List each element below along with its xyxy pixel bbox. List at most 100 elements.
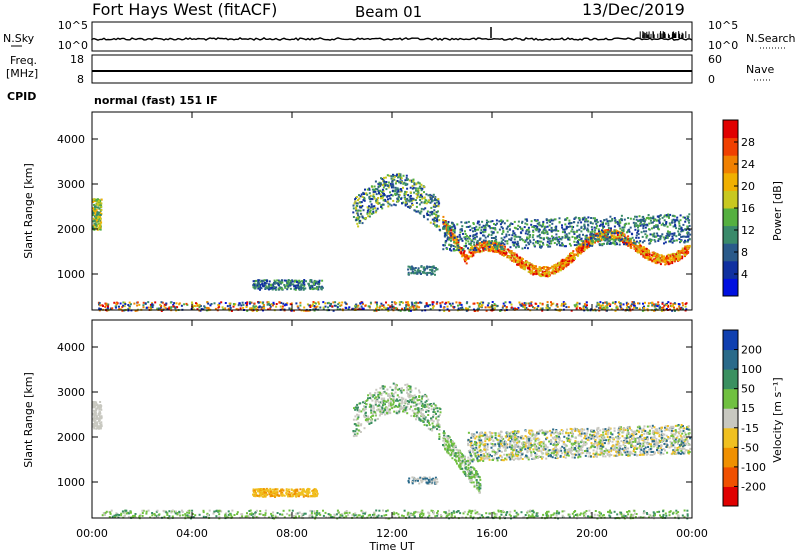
- heatmap-cell: [481, 221, 483, 223]
- heatmap-cell: [684, 254, 686, 256]
- heatmap-cell: [434, 217, 436, 219]
- heatmap-cell: [107, 306, 109, 308]
- heatmap-cell: [559, 244, 561, 246]
- heatmap-cell: [524, 223, 526, 225]
- heatmap-cell: [527, 265, 529, 267]
- heatmap-cell: [671, 235, 673, 237]
- heatmap-cell: [653, 253, 655, 255]
- nsky-tick-bottom: 10^0: [58, 39, 88, 52]
- heatmap-cell: [457, 243, 459, 245]
- heatmap-cell: [115, 303, 117, 305]
- heatmap-cell: [652, 222, 654, 224]
- heatmap-cell: [459, 302, 461, 304]
- heatmap-cell: [517, 225, 519, 227]
- heatmap-cell: [633, 510, 635, 512]
- heatmap-cell: [99, 223, 101, 225]
- heatmap-cell: [562, 237, 564, 239]
- heatmap-cell: [100, 405, 102, 407]
- heatmap-cell: [368, 205, 370, 207]
- heatmap-cell: [540, 241, 542, 243]
- heatmap-cell: [281, 282, 283, 284]
- heatmap-cell: [287, 281, 289, 283]
- heatmap-cell: [437, 198, 439, 200]
- heatmap-cell: [419, 272, 421, 274]
- heatmap-cell: [392, 181, 394, 183]
- heatmap-cell: [561, 267, 563, 269]
- heatmap-cell: [670, 303, 672, 305]
- heatmap-cell: [556, 305, 558, 307]
- heatmap-cell: [410, 268, 412, 270]
- heatmap-cell: [615, 301, 617, 303]
- heatmap-cell: [406, 188, 408, 190]
- heatmap-cell: [572, 513, 574, 515]
- heatmap-cell: [621, 308, 623, 310]
- heatmap-cell: [657, 240, 659, 242]
- heatmap-cell: [568, 232, 570, 234]
- heatmap-cell: [284, 287, 286, 289]
- y-tick-label: 3000: [57, 178, 85, 191]
- colorbar-tick-label: 12: [741, 224, 755, 237]
- heatmap-cell: [500, 248, 502, 250]
- heatmap-cell: [395, 302, 397, 304]
- heatmap-cell: [211, 303, 213, 305]
- heatmap-cell: [517, 257, 519, 259]
- heatmap-cell: [573, 221, 575, 223]
- heatmap-cell: [380, 194, 382, 196]
- heatmap-cell: [574, 305, 576, 307]
- heatmap-cell: [475, 226, 477, 228]
- heatmap-cell: [521, 258, 523, 260]
- heatmap-cell: [511, 304, 513, 306]
- heatmap-cell: [471, 239, 473, 241]
- heatmap-cell: [659, 235, 661, 237]
- heatmap-cell: [565, 262, 567, 264]
- heatmap-cell: [405, 307, 407, 309]
- heatmap-cell: [387, 185, 389, 187]
- heatmap-cell: [479, 238, 481, 240]
- heatmap-cell: [630, 238, 632, 240]
- heatmap-cell: [430, 202, 432, 204]
- heatmap-cell: [291, 279, 293, 281]
- heatmap-cell: [501, 226, 503, 228]
- heatmap-cell: [644, 302, 646, 304]
- heatmap-cell: [586, 304, 588, 306]
- heatmap-cell: [483, 240, 485, 242]
- heatmap-cell: [614, 217, 616, 219]
- heatmap-cell: [280, 306, 282, 308]
- heatmap-cell: [354, 198, 356, 200]
- heatmap-cell: [407, 194, 409, 196]
- heatmap-cell: [559, 217, 561, 219]
- heatmap-cell: [580, 221, 582, 223]
- heatmap-cell: [100, 426, 102, 428]
- heatmap-cell: [560, 238, 562, 240]
- heatmap-cell: [574, 238, 576, 240]
- heatmap-cell: [686, 302, 688, 304]
- heatmap-cell: [473, 242, 475, 244]
- heatmap-cell: [494, 229, 496, 231]
- heatmap-cell: [674, 302, 676, 304]
- heatmap-cell: [474, 227, 476, 229]
- heatmap-cell: [435, 199, 437, 201]
- heatmap-cell: [275, 289, 277, 291]
- heatmap-cell: [99, 419, 101, 421]
- heatmap-cell: [466, 302, 468, 304]
- heatmap-cell: [458, 249, 460, 251]
- heatmap-cell: [529, 236, 531, 238]
- heatmap-cell: [397, 190, 399, 192]
- heatmap-cell: [453, 306, 455, 308]
- heatmap-cell: [487, 235, 489, 237]
- heatmap-cell: [566, 217, 568, 219]
- colorbar-tick-label: 28: [741, 136, 755, 149]
- heatmap-cell: [508, 234, 510, 236]
- heatmap-cell: [446, 232, 448, 234]
- heatmap-cell: [537, 223, 539, 225]
- heatmap-cell: [297, 305, 299, 307]
- nsearch-tick-top: 10^5: [708, 19, 738, 32]
- heatmap-cell: [459, 512, 461, 514]
- heatmap-cell: [581, 240, 583, 242]
- heatmap-cell: [265, 512, 267, 514]
- heatmap-cell: [666, 304, 668, 306]
- heatmap-cell: [583, 306, 585, 308]
- heatmap-cell: [667, 226, 669, 228]
- heatmap-cell: [521, 267, 523, 269]
- heatmap-cell: [421, 202, 423, 204]
